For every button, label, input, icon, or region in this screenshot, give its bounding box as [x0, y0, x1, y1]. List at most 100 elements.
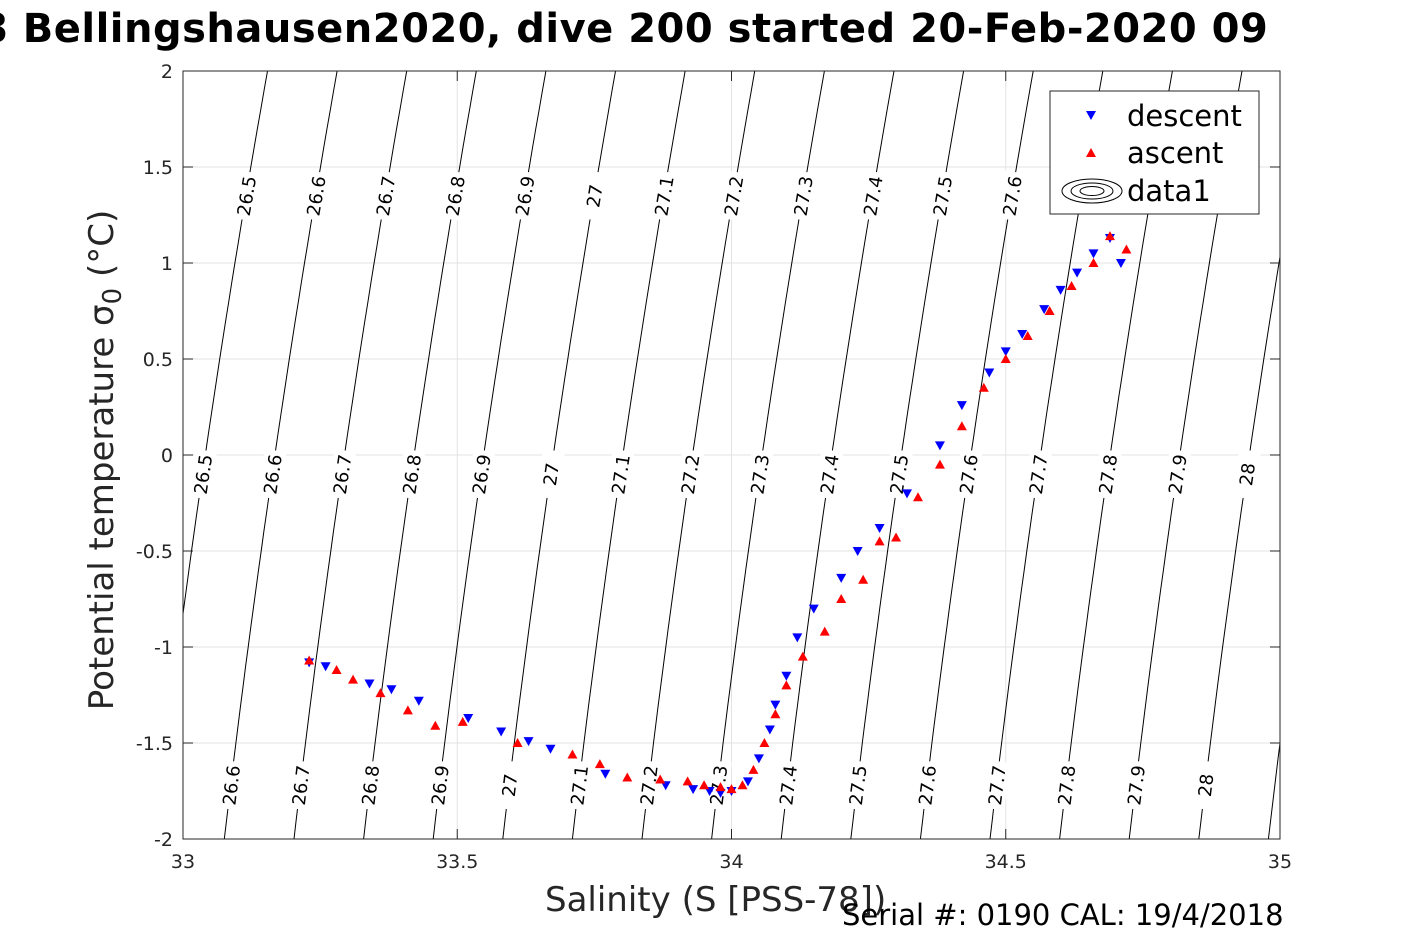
descent-point: [1000, 347, 1011, 357]
ascent-point: [457, 716, 468, 726]
descent-point: [523, 737, 534, 747]
ascent-point: [655, 774, 666, 784]
y-axis-label-subscript: 0: [97, 287, 128, 305]
serial-calibration-footer: Serial #: 0190 CAL: 19/4/2018: [842, 898, 1284, 932]
y-tick-label: -1.5: [136, 733, 173, 755]
ascent-legend-marker: [1086, 148, 1096, 157]
descent-point: [545, 744, 556, 754]
descent-point: [836, 573, 847, 583]
descent-point: [1039, 305, 1050, 315]
isopycnal-label: 27.7: [982, 760, 1011, 811]
svg-text:26.6: 26.6: [219, 764, 245, 806]
isopycnal-label: 27.9: [1162, 448, 1192, 500]
ascent-point: [622, 772, 633, 782]
descent-point: [413, 696, 424, 706]
ascent-point: [819, 626, 830, 636]
descent-point: [715, 788, 726, 798]
descent-point: [600, 769, 611, 779]
isopycnal-label: 27.1: [648, 170, 679, 222]
descent-point: [1115, 259, 1126, 268]
x-tick-label: 33: [171, 851, 195, 873]
y-axis-label-unit: (°C): [82, 209, 123, 288]
ascent-point: [836, 594, 847, 603]
ascent-point: [375, 688, 386, 698]
isopycnal-label: 27.1: [564, 760, 593, 811]
descent-point: [852, 547, 863, 556]
legend-label-ascent: ascent: [1127, 136, 1223, 170]
isopycnal-label: 26.8: [396, 448, 426, 500]
ascent-point: [1088, 258, 1099, 267]
descent-point: [984, 368, 995, 378]
svg-text:26.9: 26.9: [428, 764, 454, 806]
isopycnal-label: 26.7: [327, 448, 356, 500]
svg-text:26.7: 26.7: [289, 764, 315, 806]
y-axis-label: Potential temperature σ0 (°C): [82, 210, 128, 710]
descent-point: [704, 787, 715, 796]
svg-text:26.8: 26.8: [359, 764, 385, 806]
ascent-point: [874, 536, 885, 546]
ascent-point: [1121, 244, 1132, 254]
isopycnal-label: 27.9: [1121, 760, 1150, 811]
descent-point: [1088, 249, 1099, 259]
ascent-point: [331, 665, 342, 675]
ascent-point: [737, 780, 748, 790]
ascent-point: [304, 655, 315, 665]
x-axis-label: Salinity (S [PSS-78]): [545, 880, 887, 920]
svg-text:27.9: 27.9: [1124, 764, 1150, 806]
ascent-point: [715, 782, 726, 792]
isopycnal-label: 27.7: [1023, 448, 1052, 500]
isopycnal-label: 27.4: [773, 760, 802, 811]
y-tick-label: 0: [161, 445, 173, 467]
svg-text:28: 28: [1195, 773, 1219, 798]
isopycnal-label: 26.8: [356, 760, 385, 811]
isopycnal-label: 27.6: [996, 170, 1027, 222]
svg-text:27.8: 27.8: [1055, 764, 1081, 806]
descent-point: [753, 754, 764, 764]
isopycnal-label: 27: [536, 448, 565, 500]
isopycnal-label: 26.9: [509, 170, 540, 222]
y-tick-label: 0.5: [143, 349, 173, 371]
data1-legend-marker: [1061, 178, 1123, 204]
svg-text:27.4: 27.4: [776, 764, 802, 806]
y-tick-label: 2: [161, 61, 173, 83]
descent-point: [764, 725, 775, 735]
legend[interactable]: descent ascent data1: [1049, 90, 1260, 215]
isopycnal-label: 26.5: [188, 448, 217, 500]
ascent-point: [1044, 306, 1055, 315]
isopycnal-label: 27.8: [1052, 760, 1081, 811]
x-tick-label: 34.5: [985, 851, 1027, 873]
ascent-point: [781, 680, 792, 690]
ascent-point: [748, 764, 759, 774]
descent-point: [688, 785, 699, 795]
isopycnal-label: 27.3: [704, 760, 732, 811]
isopycnal-label: 26.5: [231, 170, 261, 222]
descent-point: [770, 700, 781, 710]
descent-point: [1017, 330, 1028, 340]
ascent-point: [1000, 354, 1011, 363]
ascent-point: [430, 720, 441, 730]
ascent-point: [891, 532, 902, 542]
ascent-point: [797, 651, 808, 661]
descent-point: [956, 401, 967, 411]
legend-box: [1049, 90, 1260, 215]
svg-text:27.1: 27.1: [567, 764, 593, 806]
ascent-point: [1066, 281, 1077, 291]
ascent-point: [402, 705, 413, 715]
ascent-point: [682, 776, 693, 786]
isopycnal-label: 26.9: [425, 760, 454, 811]
ascent-point: [858, 574, 869, 584]
svg-text:27.2: 27.2: [637, 764, 663, 806]
axis-ticks: 33 33.5 34 34.5 35 -2 -1.5 -1 -0.5 0 0.5 1 1.5 2: [136, 61, 1292, 873]
descent-point: [808, 604, 819, 614]
y-tick-label: 1: [161, 253, 173, 275]
descent-legend-marker: [1086, 111, 1096, 120]
y-tick-label: -1: [154, 637, 173, 659]
ascent-point: [759, 738, 770, 747]
x-tick-label: 35: [1268, 851, 1292, 873]
isopycnal-label: 26.6: [216, 760, 245, 811]
ascent-point: [956, 421, 967, 431]
descent-point: [386, 685, 397, 695]
descent-point: [781, 671, 792, 681]
descent-point: [660, 781, 671, 791]
